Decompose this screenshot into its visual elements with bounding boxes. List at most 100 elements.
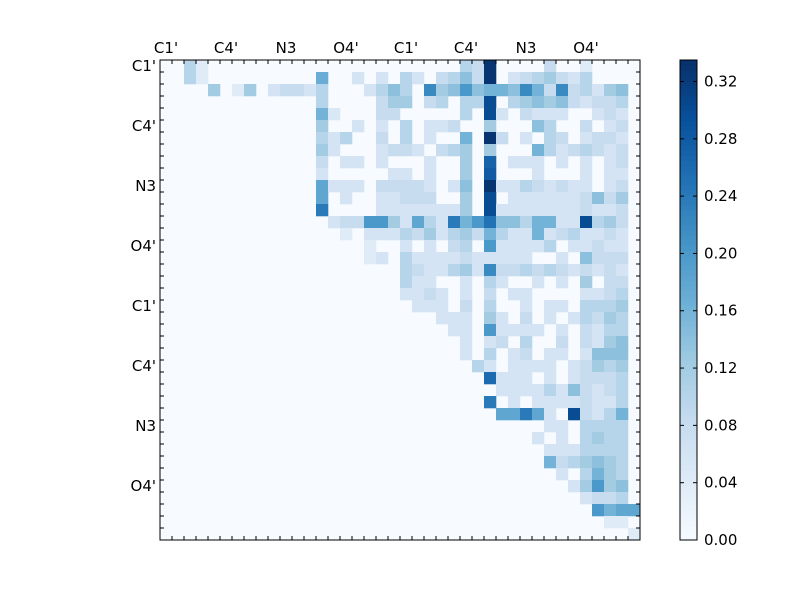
heatmap-cell xyxy=(592,420,605,433)
heatmap-cell xyxy=(532,120,545,133)
heatmap-cell xyxy=(484,336,497,349)
colorbar-frame xyxy=(679,59,698,541)
heatmap-cell xyxy=(580,204,593,217)
heatmap-cell xyxy=(400,288,413,301)
heatmap-cell xyxy=(604,276,617,289)
heatmap-cell xyxy=(484,216,497,229)
colorbar-band xyxy=(680,400,697,406)
heatmap-cell xyxy=(556,156,569,169)
colorbar-band xyxy=(680,235,697,241)
colorbar-band xyxy=(680,345,697,351)
colorbar-band xyxy=(680,95,697,101)
heatmap-cell xyxy=(412,288,425,301)
heatmap-cell xyxy=(424,264,437,277)
heatmap-cell xyxy=(496,372,509,385)
heatmap-cell xyxy=(316,84,329,97)
heatmap-cell xyxy=(580,180,593,193)
heatmap-cell xyxy=(484,348,497,361)
heatmap-cell xyxy=(556,216,569,229)
heatmap-cell xyxy=(508,156,521,169)
heatmap-cell xyxy=(448,240,461,253)
colorbar-band xyxy=(680,80,697,86)
x-tick-label: O4' xyxy=(333,39,358,57)
heatmap-cell xyxy=(592,444,605,457)
heatmap-cell xyxy=(616,468,629,481)
heatmap-cell xyxy=(460,252,473,265)
heatmap-cell xyxy=(604,456,617,469)
colorbar-band xyxy=(680,505,697,511)
heatmap-cell xyxy=(544,300,557,313)
heatmap-cell xyxy=(484,372,497,385)
heatmap-cell xyxy=(616,240,629,253)
heatmap-cell xyxy=(520,360,533,373)
heatmap-cell xyxy=(544,96,557,109)
heatmap-cell xyxy=(388,216,401,229)
heatmap-cell xyxy=(592,396,605,409)
heatmap-cell xyxy=(352,72,365,85)
heatmap-cell xyxy=(580,84,593,97)
heatmap-cell xyxy=(544,144,557,157)
heatmap-cell xyxy=(436,216,449,229)
heatmap-cell xyxy=(556,432,569,445)
heatmap-cell xyxy=(556,132,569,145)
heatmap-cell xyxy=(196,72,209,85)
heatmap-cell xyxy=(532,192,545,205)
heatmap-cell xyxy=(328,144,341,157)
heatmap-cell xyxy=(568,444,581,457)
heatmap-cell xyxy=(340,216,353,229)
colorbar-band xyxy=(680,355,697,361)
heatmap-cell xyxy=(472,228,485,241)
heatmap-cell xyxy=(604,300,617,313)
heatmap-cell xyxy=(604,228,617,241)
colorbar-band xyxy=(680,295,697,301)
heatmap-cell xyxy=(604,348,617,361)
heatmap-cell xyxy=(472,252,485,265)
heatmap-cell xyxy=(316,72,329,85)
colorbar-band xyxy=(680,380,697,386)
heatmap-cell xyxy=(556,300,569,313)
heatmap-cell xyxy=(604,240,617,253)
heatmap-cell xyxy=(616,372,629,385)
colorbar-band xyxy=(680,480,697,486)
heatmap-cell xyxy=(568,192,581,205)
heatmap-cell xyxy=(568,408,581,421)
heatmap-cell xyxy=(604,288,617,301)
colorbar-tick-label: 0.28 xyxy=(704,130,737,148)
heatmap-cell xyxy=(520,216,533,229)
heatmap-cell xyxy=(592,240,605,253)
heatmap-cell xyxy=(376,156,389,169)
heatmap-cell xyxy=(352,120,365,133)
heatmap-cell xyxy=(424,204,437,217)
heatmap-cell xyxy=(460,228,473,241)
heatmap-cell xyxy=(412,276,425,289)
heatmap-cell xyxy=(532,408,545,421)
heatmap-cell xyxy=(556,336,569,349)
heatmap-cell xyxy=(412,192,425,205)
heatmap-cell xyxy=(316,204,329,217)
heatmap-cell xyxy=(424,300,437,313)
colorbar-band xyxy=(680,210,697,216)
heatmap-cell xyxy=(400,144,413,157)
heatmap-cell xyxy=(388,168,401,181)
y-tick-label: N3 xyxy=(135,177,156,195)
heatmap-cell xyxy=(616,396,629,409)
heatmap-cell xyxy=(484,192,497,205)
colorbar-band xyxy=(680,375,697,381)
heatmap-cell xyxy=(484,108,497,121)
y-tick-label: C1' xyxy=(132,57,156,75)
colorbar-band xyxy=(680,105,697,111)
heatmap-cell xyxy=(592,252,605,265)
heatmap-cell xyxy=(400,252,413,265)
heatmap-cell xyxy=(568,96,581,109)
y-tick-label: C4' xyxy=(132,117,156,135)
heatmap-cell xyxy=(616,348,629,361)
heatmap-cell xyxy=(532,240,545,253)
heatmap-cell xyxy=(580,312,593,325)
heatmap-cell xyxy=(316,108,329,121)
heatmap-cell xyxy=(388,204,401,217)
colorbar-band xyxy=(680,530,697,536)
heatmap-cell xyxy=(544,348,557,361)
heatmap-cell xyxy=(352,156,365,169)
heatmap-cell xyxy=(520,384,533,397)
heatmap-cell xyxy=(532,168,545,181)
